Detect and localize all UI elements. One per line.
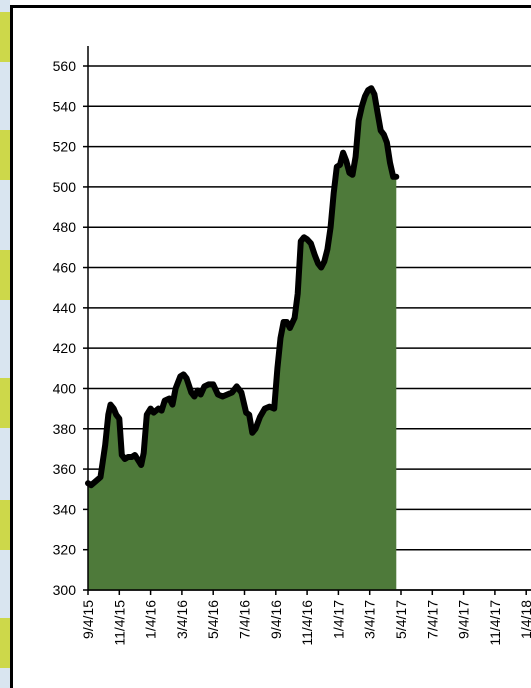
x-tick-label: 1/4/16 xyxy=(143,600,159,639)
y-tick-label: 320 xyxy=(53,542,77,558)
y-tick-label: 500 xyxy=(53,179,77,195)
y-tick-label: 560 xyxy=(53,58,77,74)
y-tick-label: 440 xyxy=(53,300,77,316)
x-tick-label: 5/4/16 xyxy=(205,600,221,639)
x-tick-label: 1/4/18 xyxy=(518,600,531,639)
x-tick-label: 11/4/15 xyxy=(111,600,127,646)
left-side-tab xyxy=(0,12,10,62)
left-side-tab xyxy=(0,618,10,668)
x-tick-label: 3/4/16 xyxy=(174,600,190,639)
x-tick-label: 9/4/17 xyxy=(456,600,472,639)
left-side-tab xyxy=(0,378,10,428)
left-side-tab xyxy=(0,130,10,180)
x-tick-label: 9/4/15 xyxy=(80,600,96,639)
y-tick-label: 340 xyxy=(53,501,77,517)
x-tick-label: 11/4/16 xyxy=(299,600,315,646)
y-tick-label: 420 xyxy=(53,340,77,356)
y-tick-label: 480 xyxy=(53,219,77,235)
y-tick-label: 300 xyxy=(53,582,77,598)
y-tick-label: 360 xyxy=(53,461,77,477)
x-tick-label: 9/4/16 xyxy=(268,600,284,639)
y-tick-label: 400 xyxy=(53,380,77,396)
x-tick-label: 5/4/17 xyxy=(393,600,409,639)
y-tick-label: 540 xyxy=(53,98,77,114)
left-side-tab xyxy=(0,500,10,550)
x-tick-label: 7/4/16 xyxy=(237,600,253,639)
x-tick-label: 11/4/17 xyxy=(487,600,503,646)
y-tick-label: 520 xyxy=(53,139,77,155)
left-side-strip xyxy=(0,0,10,688)
y-tick-label: 380 xyxy=(53,421,77,437)
left-side-tab xyxy=(0,250,10,300)
y-tick-label: 460 xyxy=(53,260,77,276)
x-tick-label: 3/4/17 xyxy=(362,600,378,639)
area-fill xyxy=(88,88,397,590)
x-tick-label: 7/4/17 xyxy=(424,600,440,639)
x-tick-label: 1/4/17 xyxy=(330,600,346,639)
series-line xyxy=(85,85,400,489)
